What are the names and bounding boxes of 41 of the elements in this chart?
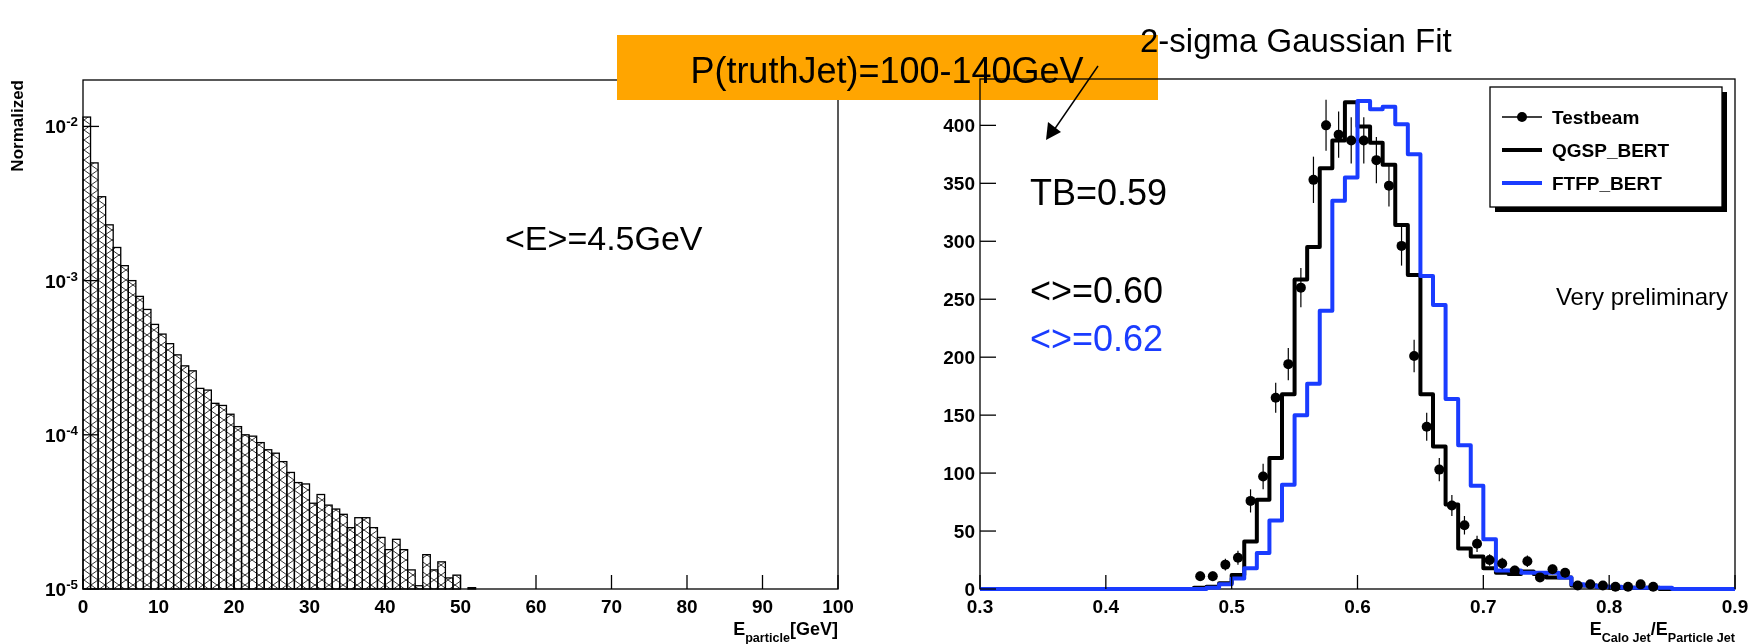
x-tick-label: 0.4 xyxy=(1092,596,1120,617)
y-tick-label: 50 xyxy=(953,521,975,543)
annotation: P(truthJet)=100-140GeV xyxy=(690,50,1084,91)
x-tick-label: 70 xyxy=(600,596,623,617)
x-axis-title: E$_{Calo Jet}$/E$_{Particle Jet}$ xyxy=(1589,619,1736,644)
y-tick-label: 10$^{-4}$ xyxy=(45,422,79,446)
x-tick-label: 30 xyxy=(298,596,321,617)
x-tick-label: 0.7 xyxy=(1470,596,1497,617)
y-tick-label: 10$^{-2}$ xyxy=(45,113,78,138)
text: 2-sigma Gaussian Fit xyxy=(1140,22,1452,59)
x-axis-title: E$_{particle}$[GeV] xyxy=(733,619,838,644)
y-axis-title: Normalized xyxy=(8,80,27,172)
y-tick-label: 150 xyxy=(943,405,975,427)
x-tick-label: 0.8 xyxy=(1595,596,1623,617)
x-tick-label: 10 xyxy=(147,596,170,617)
y-tick-label: 10$^{-3}$ xyxy=(45,268,78,292)
legend-label: QGSP_BERT xyxy=(1552,140,1670,161)
x-tick-label: 80 xyxy=(676,596,698,617)
x-tick-label: 0.5 xyxy=(1218,596,1246,617)
legend-label: Testbeam xyxy=(1552,107,1640,128)
y-tick-label: 250 xyxy=(943,289,975,311)
x-tick-label: 20 xyxy=(223,596,245,617)
x-tick-label: 0.9 xyxy=(1721,596,1749,617)
y-tick-label: 300 xyxy=(943,231,975,253)
legend-label: FTFP_BERT xyxy=(1552,173,1663,194)
annotation: <>=0.60 xyxy=(1030,270,1164,311)
y-tick-label: 400 xyxy=(943,115,975,137)
x-tick-label: 50 xyxy=(449,596,472,617)
y-tick-label: 10$^{-5}$ xyxy=(45,576,79,600)
annotation: <E>=4.5GeV xyxy=(505,219,703,257)
y-tick-label: 200 xyxy=(943,347,975,369)
annotation: Very preliminary xyxy=(1555,283,1728,310)
y-tick-label: 100 xyxy=(943,463,975,485)
annotation: <>=0.62 xyxy=(1030,318,1164,359)
x-tick-label: 0.6 xyxy=(1344,596,1371,617)
y-tick-label: 350 xyxy=(943,173,975,195)
annotation: TB=0.59 xyxy=(1030,172,1168,213)
x-tick-label: 100 xyxy=(822,596,854,617)
x-tick-label: 90 xyxy=(751,596,774,617)
x-tick-label: 60 xyxy=(525,596,547,617)
x-tick-label: 40 xyxy=(374,596,396,617)
